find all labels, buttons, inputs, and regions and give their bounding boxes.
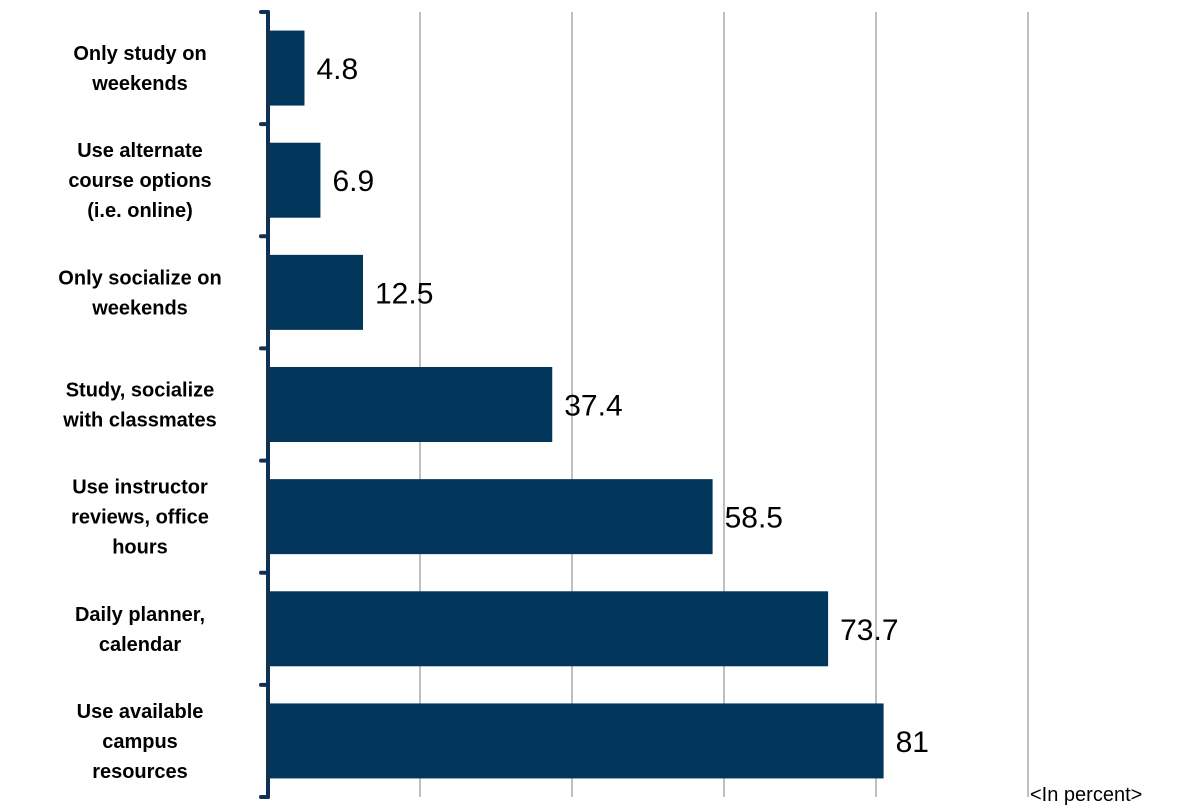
value-label: 4.8 — [316, 53, 358, 86]
bar — [268, 703, 884, 779]
category-label: Only socialize on weekends — [58, 267, 221, 319]
value-label: 81 — [896, 726, 929, 759]
value-label: 73.7 — [840, 614, 898, 647]
value-label: 12.5 — [375, 277, 433, 310]
unit-note: <In percent> — [1030, 784, 1142, 805]
category-label: Use available campus resources — [77, 701, 204, 783]
value-labels: 4.8 6.9 12.5 37.4 58.5 73.7 81 — [316, 53, 928, 759]
category-label: Use alternate course options (i.e. online) — [68, 140, 211, 222]
category-label: Study, socialize with classmates — [62, 380, 216, 432]
value-label: 6.9 — [332, 165, 374, 198]
bar — [268, 254, 363, 330]
bar — [268, 367, 553, 442]
category-label: Only study on weekends — [73, 43, 206, 95]
bar — [268, 591, 829, 667]
bars — [268, 30, 884, 779]
value-label: 58.5 — [725, 502, 783, 535]
category-label: Use instructor reviews, office hours — [71, 477, 209, 559]
category-labels: Only study on weekends Use alternate course… — [58, 43, 221, 783]
category-axis — [259, 10, 270, 799]
category-label: Daily planner, calendar — [75, 604, 205, 656]
value-label: 37.4 — [564, 390, 622, 423]
bar — [268, 30, 305, 106]
bar — [268, 142, 321, 218]
bar — [268, 479, 713, 555]
